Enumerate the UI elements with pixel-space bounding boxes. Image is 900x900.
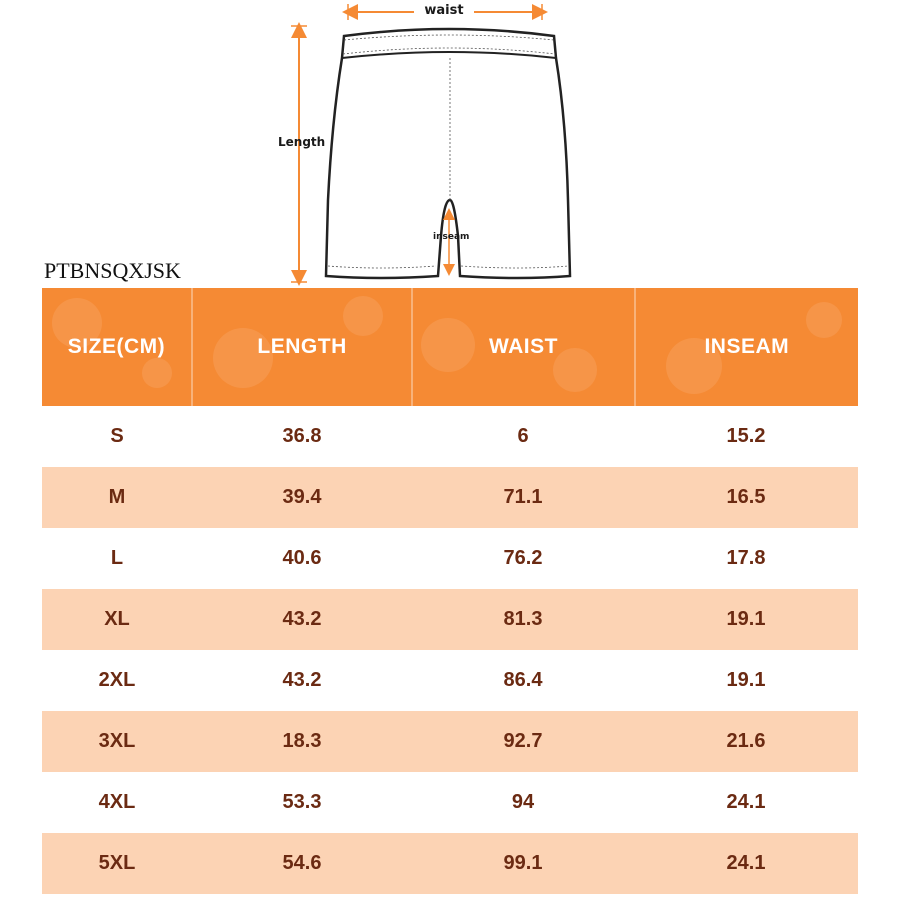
size-cell: XL	[104, 608, 130, 630]
length-cell: 40.6	[282, 547, 322, 569]
waist-cell: 6	[517, 425, 529, 447]
shorts-diagram: waist Length inseam	[0, 0, 900, 290]
table-row: S 36.8 6 15.2	[42, 406, 858, 467]
waist-cell: 99.1	[503, 852, 543, 874]
size-cell: 4XL	[98, 791, 136, 813]
size-cell: L	[110, 547, 124, 569]
inseam-label: inseam	[433, 232, 470, 242]
header-cell-length: LENGTH	[192, 288, 414, 406]
inseam-cell: 19.1	[726, 669, 766, 691]
waist-cell: 76.2	[503, 547, 543, 569]
inseam-cell: 19.1	[726, 608, 766, 630]
header-inseam-label: INSEAM	[704, 335, 790, 358]
waist-label: waist	[414, 3, 474, 18]
size-cell: M	[108, 486, 126, 508]
inseam-cell: 24.1	[726, 791, 766, 813]
waist-cell: 71.1	[503, 486, 543, 508]
length-cell: 39.4	[282, 486, 322, 508]
inseam-cell: 17.8	[726, 547, 766, 569]
shorts-illustration	[291, 4, 572, 286]
length-cell: 54.6	[282, 852, 322, 874]
length-cell: 36.8	[282, 425, 322, 447]
waist-cell: 94	[511, 791, 535, 813]
size-cell: 5XL	[98, 852, 136, 874]
table-row: 5XL 54.6 99.1 24.1	[42, 833, 858, 894]
length-label: Length	[278, 135, 326, 149]
table-row: M 39.4 71.1 16.5	[42, 467, 858, 528]
shorts-outline	[324, 27, 572, 280]
inseam-cell: 15.2	[726, 425, 766, 447]
length-cell: 43.2	[282, 608, 322, 630]
size-cell: 3XL	[98, 730, 136, 752]
size-cell: 2XL	[98, 669, 136, 691]
header-length-label: LENGTH	[257, 335, 347, 358]
size-chart-table: SIZE(CM) LENGTH WAIST INSEAM S 36.8 6 15…	[42, 288, 858, 894]
length-cell: 53.3	[282, 791, 322, 813]
header-cell-waist: WAIST	[413, 288, 636, 406]
waist-cell: 86.4	[503, 669, 543, 691]
length-cell: 18.3	[282, 730, 322, 752]
length-cell: 43.2	[282, 669, 322, 691]
table-row: XL 43.2 81.3 19.1	[42, 589, 858, 650]
waist-cell: 92.7	[503, 730, 543, 752]
header-cell-size: SIZE(CM)	[42, 288, 193, 406]
inseam-cell: 24.1	[726, 852, 766, 874]
inseam-cell: 21.6	[726, 730, 766, 752]
header-size-label: SIZE(CM)	[67, 335, 166, 358]
table-row: 4XL 53.3 94 24.1	[42, 772, 858, 833]
table-row: 2XL 43.2 86.4 19.1	[42, 650, 858, 711]
size-cell: S	[110, 425, 124, 447]
table-row: 3XL 18.3 92.7 21.6	[42, 711, 858, 772]
header-cell-inseam: INSEAM	[635, 288, 858, 406]
inseam-cell: 16.5	[726, 486, 766, 508]
table-row: L 40.6 76.2 17.8	[42, 528, 858, 589]
header-waist-label: WAIST	[488, 335, 558, 358]
waist-cell: 81.3	[503, 608, 543, 630]
brand-name: PTBNSQXJSK	[44, 258, 181, 283]
table-header: SIZE(CM) LENGTH WAIST INSEAM	[42, 288, 858, 406]
